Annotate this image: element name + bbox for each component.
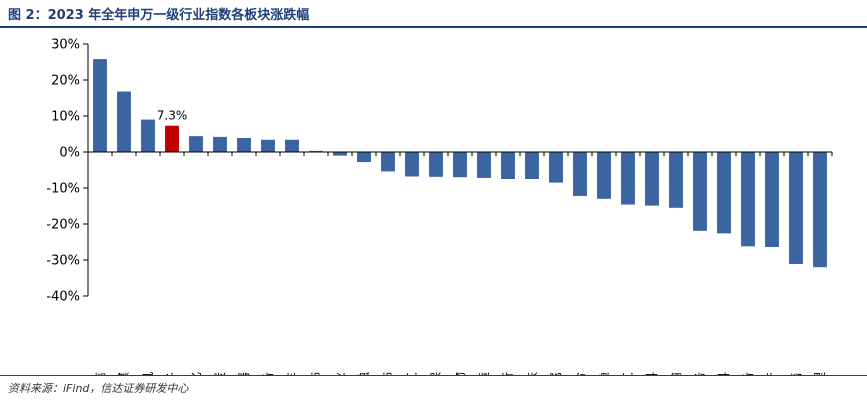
figure-title: 图 2：2023 年全年申万一级行业指数各板块涨跌幅 (8, 8, 310, 23)
y-tick-label: 10% (51, 110, 80, 125)
bar-电子 (165, 125, 179, 152)
x-tick-label: 纺织服饰 (309, 372, 323, 375)
data-label: 7.3% (157, 109, 188, 123)
x-tick-label: 建筑材料 (716, 372, 731, 375)
bar-家用电器 (237, 137, 251, 152)
bar-美容护理 (813, 152, 827, 268)
x-tick-label: 建筑装饰 (380, 372, 395, 375)
y-tick-label: -20% (46, 218, 80, 233)
bar-计算机 (141, 119, 155, 152)
x-tick-label: 交通运输 (668, 372, 683, 375)
bar-食品饮料 (645, 152, 659, 206)
y-tick-label: -10% (46, 182, 80, 197)
x-tick-label: 银行 (501, 372, 515, 375)
x-tick-label: 国防军工 (404, 372, 419, 375)
x-tick-label: 煤炭 (213, 372, 227, 375)
x-tick-label: 传媒 (116, 372, 131, 375)
x-tick-label: 商贸零售 (788, 372, 803, 375)
bar-有色金属 (549, 152, 563, 183)
x-tick-label: 房地产 (764, 372, 779, 375)
x-tick-label: 家用电器 (236, 372, 251, 375)
x-tick-label: 美容护理 (812, 372, 827, 375)
bars (93, 59, 827, 268)
x-tick-label: 综合 (572, 372, 587, 375)
x-tick-label: 通信 (93, 372, 107, 375)
x-tick-label: 公用事业 (333, 372, 347, 375)
bar-chart: 30% 20% 10% 0% -10% -20% -30% -40% 通信 传媒 计算机 电子 石油石… (46, 38, 833, 375)
bar-煤炭 (213, 136, 227, 152)
bar-综合 (573, 152, 587, 196)
x-tick-label: 基础化工 (621, 372, 635, 375)
y-tick-label: 20% (51, 74, 80, 89)
y-tick-label: 0% (59, 146, 80, 161)
x-tick-label: 有色金属 (548, 372, 563, 375)
x-tick-label: 医药生物 (453, 372, 467, 375)
x-tick-label: 轻工制造 (477, 372, 491, 375)
y-axis: 30% 20% 10% 0% -10% -20% -30% -40% (46, 38, 89, 305)
annotations: 7.3% (157, 109, 188, 123)
bar-公用事业 (333, 152, 347, 156)
bar-交通运输 (669, 152, 683, 208)
bar-石油石化 (189, 136, 203, 152)
x-tick-label: 计算机 (140, 372, 155, 375)
bar-建筑材料 (717, 152, 731, 234)
source-note: 资料来源：iFind，信达证券研发中心 (8, 382, 189, 395)
bar-建筑装饰 (381, 152, 395, 172)
x-tick-label: 钢铁 (525, 372, 539, 375)
bar-农林牧渔 (597, 152, 611, 199)
bar-机械设备 (261, 139, 275, 152)
bar-房地产 (765, 152, 779, 248)
bar-电力设备 (741, 152, 755, 247)
title-bar: 图 2：2023 年全年申万一级行业指数各板块涨跌幅 (0, 0, 867, 26)
bar-商贸零售 (789, 152, 803, 264)
bar-传媒 (117, 91, 131, 152)
bar-医药生物 (453, 152, 467, 178)
x-tick-label: 电子 (165, 372, 179, 375)
bar-环保 (429, 152, 443, 177)
x-tick-label: 机械设备 (260, 372, 275, 375)
bar-轻工制造 (477, 152, 491, 178)
bar-银行 (501, 152, 515, 179)
bar-非银金融 (357, 152, 371, 163)
bar-纺织服饰 (309, 150, 323, 152)
y-tick-label: 30% (51, 38, 80, 53)
bar-通信 (93, 59, 107, 152)
x-axis (87, 151, 833, 156)
bar-基础化工 (621, 152, 635, 205)
x-tick-label: 汽车 (284, 372, 299, 375)
footer-divider (0, 375, 867, 376)
bar-社会服务 (693, 152, 707, 231)
y-tick-label: -40% (46, 290, 80, 305)
x-tick-label: 农林牧渔 (597, 372, 611, 375)
bar-钢铁 (525, 152, 539, 179)
x-tick-label: 社会服务 (692, 372, 707, 375)
x-tick-label: 食品饮料 (644, 372, 659, 375)
x-tick-label: 石油石化 (189, 372, 203, 375)
x-tick-labels: 通信 传媒 计算机 电子 石油石化 煤炭 家用电器 机械设备 汽车 纺织服饰 公用事业 非银金融 建筑装… (93, 372, 827, 375)
bar-国防军工 (405, 152, 419, 177)
title-divider (0, 26, 867, 28)
x-tick-label: 环保 (429, 372, 443, 375)
x-tick-label: 非银金融 (356, 372, 371, 375)
x-tick-label: 电力设备 (741, 372, 755, 375)
bar-汽车 (285, 139, 299, 152)
y-tick-label: -30% (46, 254, 80, 269)
